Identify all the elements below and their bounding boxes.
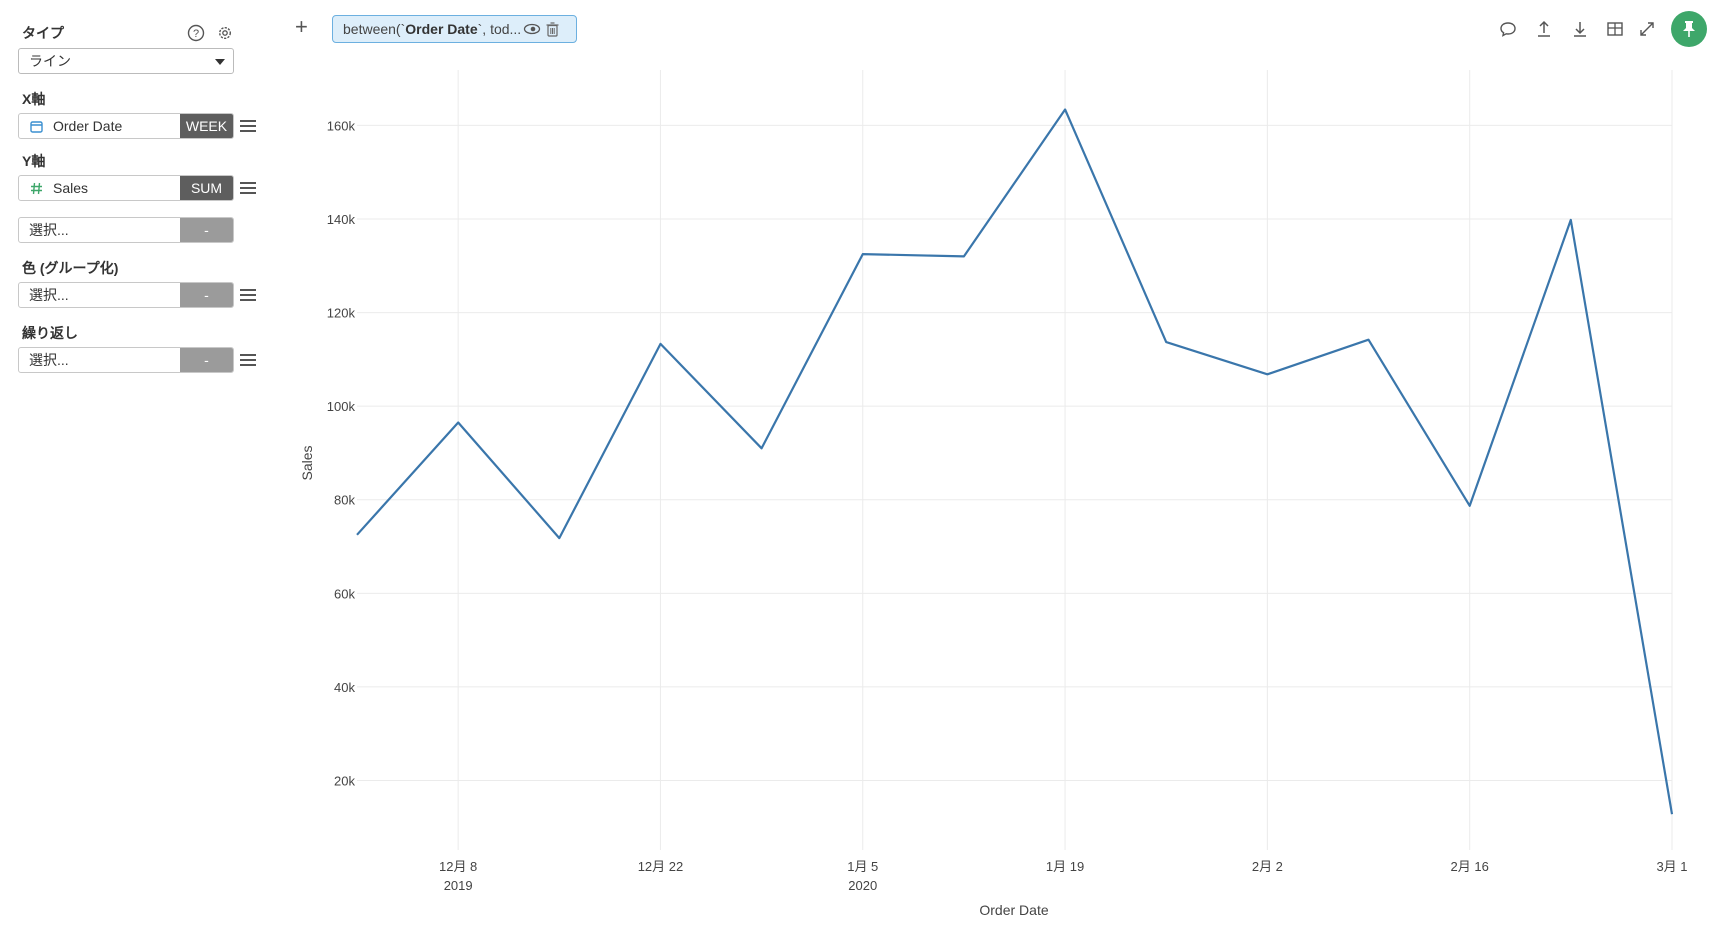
color-field[interactable]: 選択... - <box>18 282 234 308</box>
type-label: タイプ <box>22 25 64 41</box>
y-axis-add-placeholder: 選択... <box>29 222 69 238</box>
y-tick-label: 40k <box>334 680 355 695</box>
x-tick-label: 12月 22 <box>638 859 684 874</box>
y-axis-field-name: Sales <box>53 180 89 196</box>
y-tick-label: 60k <box>334 586 355 601</box>
x-axis-title: Order Date <box>979 902 1048 918</box>
gridlines <box>357 70 1673 850</box>
x-axis-field-name: Order Date <box>53 118 123 134</box>
color-aggregation[interactable]: - <box>180 283 233 307</box>
chart-type-select[interactable]: ライン <box>18 48 234 74</box>
y-tick-label: 80k <box>334 493 355 508</box>
y-tick-label: 140k <box>327 212 356 227</box>
repeat-placeholder: 選択... <box>29 352 69 368</box>
add-filter-button[interactable]: + <box>295 14 308 39</box>
gear-icon[interactable] <box>216 24 234 42</box>
download-icon[interactable] <box>1569 18 1591 40</box>
x-tick-label: 12月 8 <box>439 859 477 874</box>
repeat-label: 繰り返し <box>22 325 78 341</box>
trash-icon[interactable] <box>546 21 559 37</box>
chevron-down-icon <box>215 59 225 65</box>
repeat-field[interactable]: 選択... - <box>18 347 234 373</box>
x-axis-label: X軸 <box>22 91 46 107</box>
y-tick-label: 20k <box>334 774 355 789</box>
sales-series-line[interactable] <box>356 108 1674 815</box>
y-axis-add-aggregation[interactable]: - <box>180 218 233 242</box>
x-tick-label: 2月 16 <box>1451 859 1489 874</box>
y-tick-label: 100k <box>327 399 356 414</box>
upload-icon[interactable] <box>1533 18 1555 40</box>
x-tick-year-label: 2020 <box>848 878 877 893</box>
repeat-menu-icon[interactable] <box>240 354 256 366</box>
y-axis-title: Sales <box>299 445 315 480</box>
y-tick-label: 160k <box>327 118 356 133</box>
color-label: 色 (グループ化) <box>22 260 119 276</box>
y-axis-field[interactable]: Sales SUM <box>18 175 234 201</box>
y-axis-label: Y軸 <box>22 153 46 169</box>
hash-icon <box>29 182 43 195</box>
x-axis-menu-icon[interactable] <box>240 120 256 132</box>
filter-text: between(`Order Date`, tod... <box>343 21 522 37</box>
repeat-aggregation[interactable]: - <box>180 348 233 372</box>
pin-icon <box>1683 21 1695 37</box>
x-tick-label: 1月 5 <box>847 859 878 874</box>
x-tick-label: 1月 19 <box>1046 859 1084 874</box>
help-icon[interactable]: ? <box>187 24 205 42</box>
x-tick-year-label: 2019 <box>444 878 473 893</box>
x-axis-field[interactable]: Order Date WEEK <box>18 113 234 139</box>
chart-config-panel: タイプ ? ライン X軸 Order Date WEEK Y軸 Sales SU… <box>0 0 260 938</box>
x-tick-label: 3月 1 <box>1656 859 1687 874</box>
color-menu-icon[interactable] <box>240 289 256 301</box>
y-axis-menu-icon[interactable] <box>240 182 256 194</box>
eye-icon[interactable] <box>523 23 541 35</box>
comment-icon[interactable] <box>1497 18 1519 40</box>
color-placeholder: 選択... <box>29 287 69 303</box>
calendar-icon <box>29 120 43 133</box>
x-tick-label: 2月 2 <box>1252 859 1283 874</box>
x-axis-aggregation-button[interactable]: WEEK <box>180 114 233 138</box>
expand-icon[interactable] <box>1636 18 1658 40</box>
y-axis-add-field[interactable]: 選択... - <box>18 217 234 243</box>
chart-type-value: ライン <box>29 53 71 69</box>
filter-chip[interactable]: between(`Order Date`, tod... <box>332 15 577 43</box>
table-icon[interactable] <box>1604 18 1626 40</box>
pin-button[interactable] <box>1671 11 1707 47</box>
y-axis-ticks: 20k 40k 60k 80k 100k 120k 140k 160k <box>327 118 356 788</box>
y-axis-aggregation-button[interactable]: SUM <box>180 176 233 200</box>
x-axis-ticks: 12月 8 2019 12月 22 1月 5 2020 1月 19 2月 2 2月 16 3月 … <box>439 859 1688 893</box>
svg-text:?: ? <box>193 28 199 40</box>
y-tick-label: 120k <box>327 306 356 321</box>
